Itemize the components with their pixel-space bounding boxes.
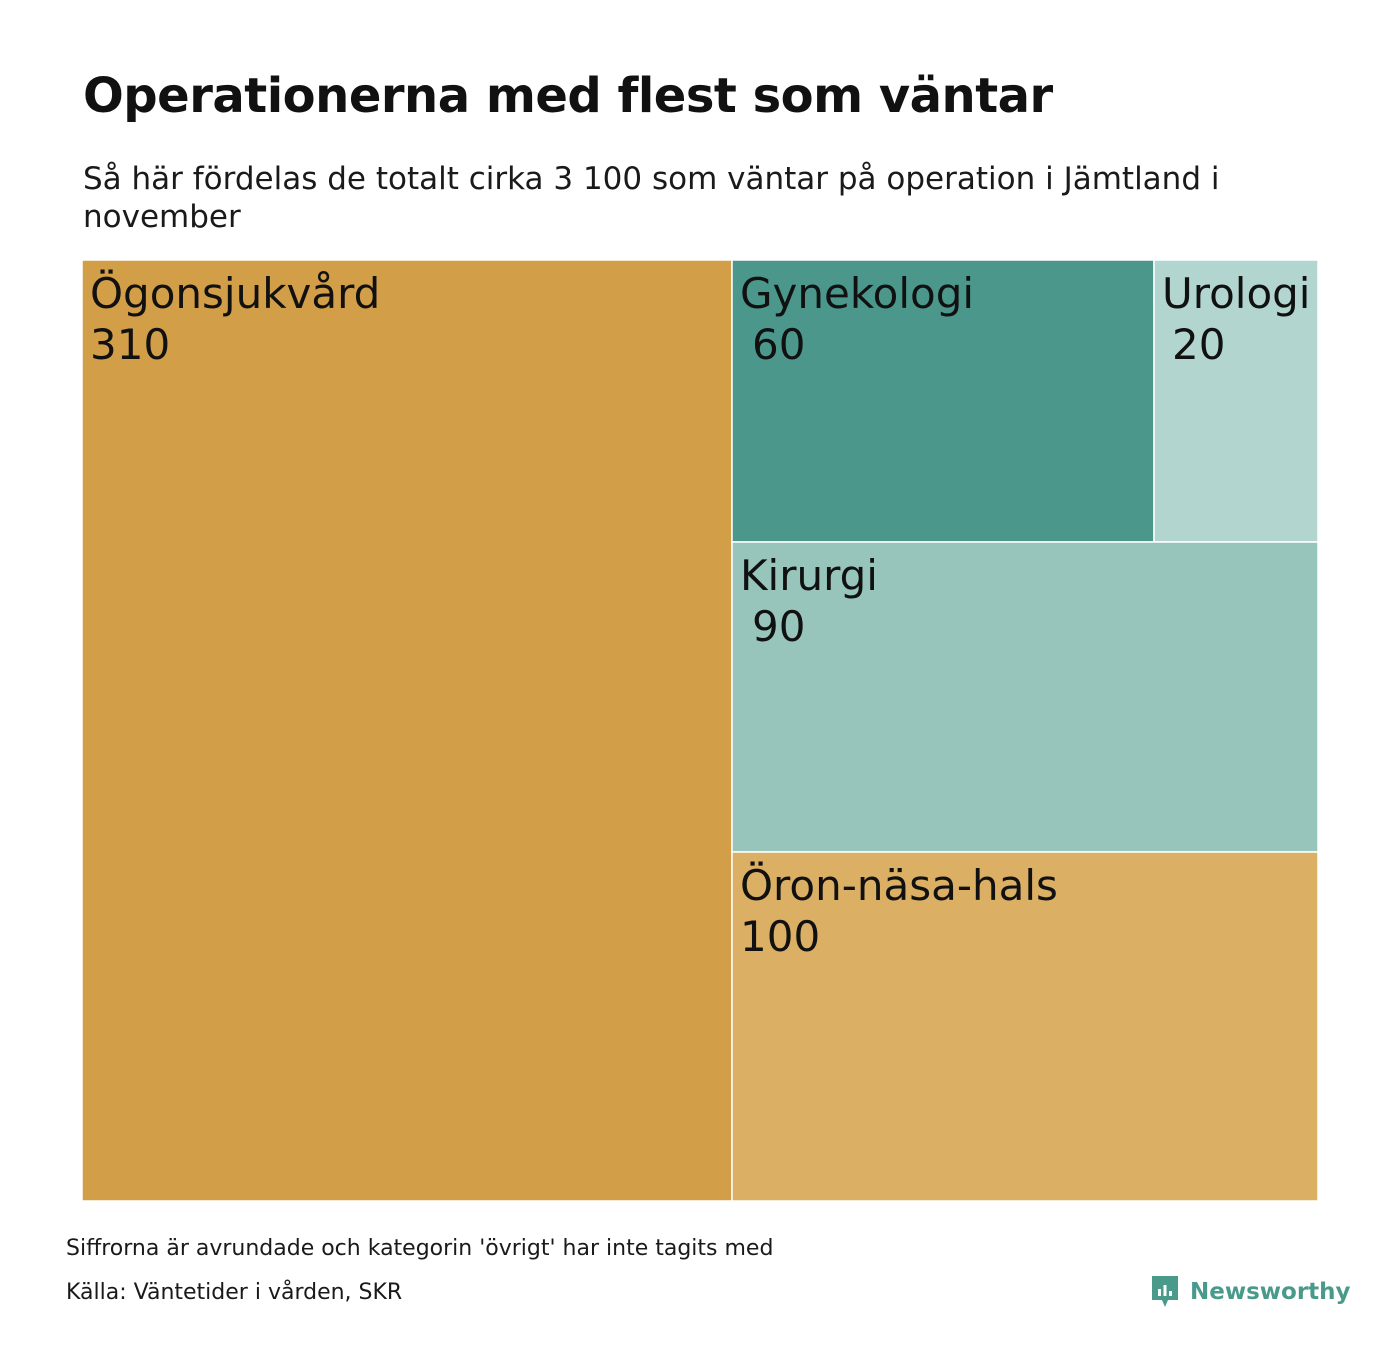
treemap-rect xyxy=(731,851,1318,1201)
treemap-rect xyxy=(82,260,733,1201)
tile-value: 20 xyxy=(1172,320,1225,369)
treemap-rect xyxy=(731,541,1318,853)
treemap-chart: Ögonsjukvård310Gynekologi60Urologi20Kiru… xyxy=(82,260,1318,1201)
treemap-rect xyxy=(1153,260,1318,543)
tile-label: Kirurgi xyxy=(740,551,878,600)
chart-subtitle: Så här fördelas de totalt cirka 3 100 so… xyxy=(83,161,1220,235)
tile-value: 90 xyxy=(752,602,805,651)
footnote: Siffrorna är avrundade och kategorin 'öv… xyxy=(66,1236,774,1261)
chart-title: Operationerna med flest som väntar xyxy=(83,68,1053,124)
source-note: Källa: Väntetider i vården, SKR xyxy=(66,1280,403,1305)
tile-value: 60 xyxy=(752,320,805,369)
newsworthy-logo-icon xyxy=(1152,1276,1178,1307)
tile-label: Ögonsjukvård xyxy=(90,268,380,318)
brand-name: Newsworthy xyxy=(1190,1279,1351,1305)
tile-value: 100 xyxy=(740,912,820,961)
tile-value: 310 xyxy=(90,320,170,369)
tile-label: Gynekologi xyxy=(740,269,974,318)
brand-logo: Newsworthy xyxy=(1150,1274,1351,1310)
treemap-rect xyxy=(731,260,1155,543)
tile-label: Öron-näsa-hals xyxy=(740,860,1058,910)
tile-label: Urologi xyxy=(1162,269,1310,318)
